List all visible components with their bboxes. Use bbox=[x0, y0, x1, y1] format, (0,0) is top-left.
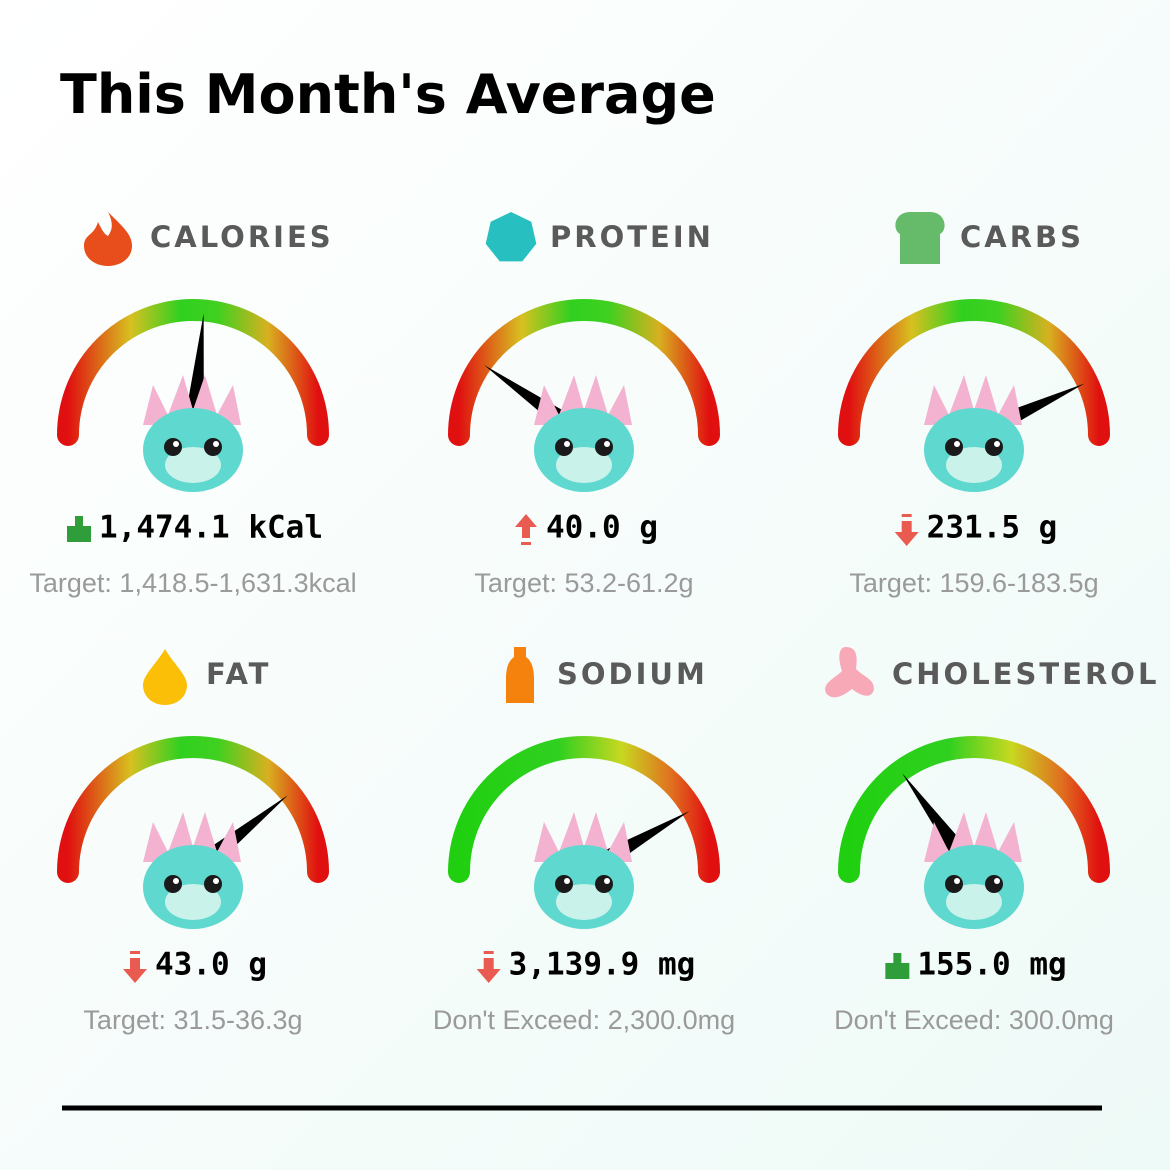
page-title: This Month's Average bbox=[60, 63, 716, 126]
mascot-eye bbox=[595, 875, 613, 893]
flame-icon bbox=[84, 212, 132, 266]
metric-target: Target: 159.6-183.5g bbox=[849, 568, 1098, 598]
metric-target: Target: 1,418.5-1,631.3kcal bbox=[29, 568, 356, 598]
metric-target: Target: 53.2-61.2g bbox=[474, 568, 693, 598]
mascot-eye bbox=[985, 438, 1003, 456]
metric-value: 155.0 mg bbox=[917, 947, 1066, 983]
mascot-glint bbox=[564, 441, 570, 447]
mascot-face bbox=[556, 447, 612, 483]
mascot-face bbox=[946, 447, 1002, 483]
thumb-top bbox=[893, 953, 902, 965]
metric-label: FAT bbox=[206, 657, 271, 691]
arrow-bar bbox=[483, 951, 494, 954]
arrow-down bbox=[476, 958, 501, 983]
heptagon-icon bbox=[485, 212, 537, 262]
metric-target: Don't Exceed: 2,300.0mg bbox=[433, 1005, 735, 1035]
arrow-bar bbox=[521, 542, 532, 545]
metric-value: 40.0 g bbox=[546, 510, 658, 546]
gauge-arc bbox=[448, 299, 720, 446]
mascot-eye bbox=[164, 438, 182, 456]
thumb-base bbox=[67, 526, 92, 542]
metric-icon bbox=[485, 212, 537, 262]
mascot-face bbox=[165, 884, 221, 920]
mascot-eye bbox=[595, 438, 613, 456]
arrow-down bbox=[894, 521, 919, 546]
metric-value: 3,139.9 mg bbox=[509, 947, 696, 983]
status-icon bbox=[123, 951, 148, 983]
mascot-eye bbox=[985, 875, 1003, 893]
metric-label: CHOLESTEROL bbox=[892, 657, 1159, 691]
mascot bbox=[924, 812, 1024, 929]
mascot-eye bbox=[945, 875, 963, 893]
arrow-bar bbox=[901, 514, 912, 517]
mascot-glint bbox=[994, 878, 1000, 884]
gauge-arc bbox=[838, 736, 1110, 883]
status-icon bbox=[894, 514, 919, 546]
metric-icon bbox=[825, 647, 874, 698]
mascot-eye bbox=[945, 438, 963, 456]
gauge-arc bbox=[57, 299, 329, 446]
mascot bbox=[534, 375, 634, 492]
mascot-glint bbox=[954, 878, 960, 884]
mascot-glint bbox=[173, 441, 179, 447]
mascot-eye bbox=[164, 875, 182, 893]
mascot-glint bbox=[954, 441, 960, 447]
mascot-glint bbox=[994, 441, 1000, 447]
metric-icon bbox=[895, 212, 945, 264]
metric-label: CARBS bbox=[960, 220, 1084, 254]
mascot-face bbox=[556, 884, 612, 920]
metric-icon bbox=[506, 647, 534, 703]
metric-value: 231.5 g bbox=[927, 510, 1058, 546]
arrow-down bbox=[123, 958, 148, 983]
arrow-up bbox=[515, 514, 538, 538]
mascot-eye bbox=[555, 438, 573, 456]
metric-value: 43.0 g bbox=[155, 947, 267, 983]
mascot-glint bbox=[213, 878, 219, 884]
mascot-glint bbox=[564, 878, 570, 884]
metric-target: Don't Exceed: 300.0mg bbox=[834, 1005, 1114, 1035]
thumb-base bbox=[885, 963, 910, 979]
gauge-arc bbox=[57, 736, 329, 883]
status-icon bbox=[885, 953, 910, 979]
mascot bbox=[534, 812, 634, 929]
cholesterol-icon bbox=[825, 647, 874, 698]
metric-icon bbox=[84, 212, 132, 266]
mascot-face bbox=[165, 447, 221, 483]
metric-label: SODIUM bbox=[557, 657, 708, 691]
mascot-glint bbox=[604, 441, 610, 447]
mascot-eye bbox=[555, 875, 573, 893]
mascot-glint bbox=[604, 878, 610, 884]
metric-icon bbox=[143, 649, 187, 705]
mascot-face bbox=[946, 884, 1002, 920]
status-icon bbox=[515, 514, 538, 545]
salt-icon bbox=[506, 647, 534, 703]
mascot-eye bbox=[204, 438, 222, 456]
mascot-eye bbox=[204, 875, 222, 893]
mascot-glint bbox=[173, 878, 179, 884]
gauge-arc bbox=[838, 299, 1110, 446]
metric-label: CALORIES bbox=[150, 220, 334, 254]
mascot-glint bbox=[213, 441, 219, 447]
bread-icon bbox=[895, 212, 945, 264]
thumb-top bbox=[75, 516, 84, 528]
metric-label: PROTEIN bbox=[550, 220, 714, 254]
status-icon bbox=[67, 516, 92, 542]
metric-value: 1,474.1 kCal bbox=[99, 510, 323, 546]
gauge-arc bbox=[448, 736, 720, 883]
drop-icon bbox=[143, 649, 187, 705]
metric-target: Target: 31.5-36.3g bbox=[83, 1005, 302, 1035]
mascot bbox=[143, 812, 243, 929]
mascot bbox=[143, 375, 243, 492]
mascot bbox=[924, 375, 1024, 492]
arrow-bar bbox=[130, 951, 141, 954]
status-icon bbox=[476, 951, 501, 983]
